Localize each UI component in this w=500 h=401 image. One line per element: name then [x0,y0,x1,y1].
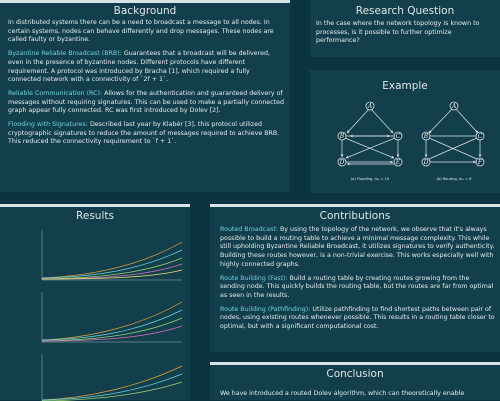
routed-text: By using the topology of the network, we… [220,226,495,268]
pathfinding-term: Route Building (Pathfinding): [220,305,311,313]
node-a-right [449,101,459,111]
fast-paragraph: Route Building (Fast): Build a routing t… [220,275,496,301]
conclusion-text: We have introduced a routed Dolev algori… [220,390,465,397]
brb-text: Guarantees that a broadcast will be deli… [8,50,270,84]
background-panel: Background In distributed systems there … [0,0,290,192]
results-plot-1 [41,230,183,281]
node-a-left [365,101,375,111]
node-label-f-right: F [477,159,483,166]
node-b-left [337,131,347,141]
results-panel: Results [0,204,190,401]
research-question-title: Research Question [355,5,455,17]
results-title: Results [76,210,114,222]
contributions-panel: Contributions Routed Broadcast: By using… [210,204,500,352]
rc-paragraph: Reliable Communication (RC): Allows for … [8,90,284,116]
background-title: Background [113,5,177,17]
pathfinding-text: Utilize pathfinding to find shortest pat… [220,305,495,331]
node-label-d-left: D [339,159,345,166]
routed-term: Routed Broadcast: [220,226,278,233]
flooding-nodes: A B C D E [337,101,403,167]
routing-nodes: A B C D F [421,101,485,167]
routed-paragraph: Routed Broadcast: By using the topology … [220,226,496,270]
fast-term: Route Building (Fast): [220,274,288,282]
contributions-text: Routed Broadcast: By using the topology … [220,226,496,337]
rc-text: Allows for the authentication and guaran… [8,89,284,115]
flooding-caption: (a) Flooding, mₐ = 10 [351,177,390,181]
node-b-right [421,131,431,141]
node-d-right [421,157,431,167]
brb-paragraph: Byzantine Reliable Broadcast (BRB): Guar… [8,50,284,85]
flooding-graph [340,107,400,166]
results-top-bar [0,204,190,207]
node-c-left [393,131,403,141]
results-plot-3 [41,354,183,401]
routing-graph [424,107,482,164]
pathfinding-paragraph: Route Building (Pathfinding): Utilize pa… [220,306,496,332]
background-text: In distributed systems there can be a ne… [8,19,284,152]
example-panel: Example A B C D [310,70,500,193]
example-figure: A B C D E A B C D F ( [337,101,485,181]
node-e-right [475,157,485,167]
conclusion-top-bar [210,362,500,365]
node-label-a-left: A [367,103,373,110]
flood-text: Described last year by Klabér [3], this … [8,121,280,146]
contributions-title: Contributions [319,210,391,222]
example-title: Example [382,80,428,92]
node-d-left [337,157,347,167]
results-plot-2 [41,292,183,343]
conclusion-title: Conclusion [326,368,384,380]
node-label-e-left: E [395,159,401,166]
background-intro: In distributed systems there can be a ne… [8,19,274,44]
research-question-text: In the case where the network topology i… [316,20,480,45]
node-label-d-right: D [423,159,429,166]
research-question-panel: Research Question In the case where the … [310,0,500,57]
node-label-c-left: C [396,133,401,140]
node-label-c-right: C [478,133,483,140]
brb-term: Byzantine Reliable Broadcast (BRB): [8,50,122,58]
fast-text: Build a routing table by creating routes… [220,274,494,299]
node-label-a-right: A [451,103,457,110]
rc-term: Reliable Communication (RC): [8,89,103,97]
contributions-top-bar [210,204,500,207]
node-label-b-left: B [339,133,345,140]
routing-caption: (b) Routing, mₐ = 6 [437,177,472,181]
flood-term: Flooding with Signatures: [8,121,88,129]
node-e-left [393,157,403,167]
node-c-right [475,131,485,141]
node-label-b-right: B [423,133,429,140]
background-top-bar [0,0,290,3]
conclusion-panel: Conclusion We have introduced a routed D… [210,362,500,400]
results-plots [41,230,183,401]
flood-paragraph: Flooding with Signatures: Described last… [8,121,284,147]
